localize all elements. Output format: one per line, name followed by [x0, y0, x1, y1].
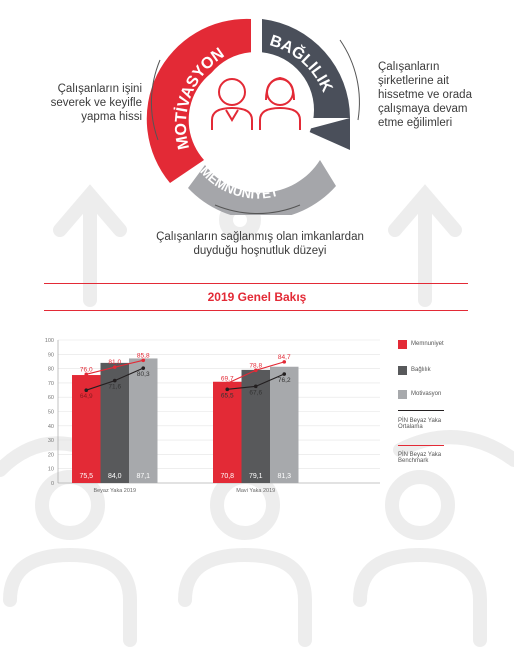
line-value-label: 78,8 — [249, 362, 262, 369]
line-point — [225, 381, 230, 386]
female-person-icon — [259, 76, 301, 130]
bar-0 — [72, 375, 101, 483]
legend-label-ortalama: PİN Beyaz Yaka Ortalama — [398, 418, 442, 430]
legend-label-benchmark: PİN Beyaz Yaka Benchmark — [398, 452, 442, 464]
legend-line-benchmark — [398, 445, 444, 446]
legend-swatch-baglilik — [398, 366, 407, 375]
line-point — [84, 372, 89, 377]
memnuniyet-segment — [188, 160, 336, 215]
motivasyon-segment — [146, 18, 251, 183]
category-label: Beyaz Yaka 2019 — [93, 488, 136, 494]
bar-value-label: 81,3 — [277, 473, 291, 480]
line-point — [282, 360, 287, 364]
line-point — [84, 388, 89, 392]
line-point — [112, 378, 117, 383]
section-title: 2019 Genel Bakış — [207, 290, 307, 304]
line-value-label: 84,7 — [278, 354, 291, 361]
line-value-label: 71,6 — [108, 384, 121, 391]
y-tick-label: 50 — [48, 410, 54, 416]
y-tick-label: 10 — [48, 467, 54, 473]
legend-label-motivasyon: Motivasyon — [411, 391, 442, 397]
line-value-label: 76,0 — [80, 366, 93, 373]
y-tick-label: 30 — [48, 438, 54, 444]
y-tick-label: 60 — [48, 395, 54, 401]
memnuniyet-description: Çalışanların sağlanmış olan imkanlardan … — [156, 231, 364, 257]
bar-0 — [213, 381, 242, 483]
legend-label-baglilik: Bağlılık — [411, 367, 431, 373]
category-label: Mavi Yaka 2019 — [236, 488, 275, 494]
line-point — [141, 366, 146, 370]
bar-value-label: 79,1 — [249, 473, 263, 480]
overview-bar-chart: 0 10 20 30 40 50 60 70 80 90 100 75,5 84,0 87,1 Beyaz … — [45, 338, 380, 494]
legend-line-ortalama — [398, 410, 444, 411]
legend-label-memnuniyet: Memnuniyet — [411, 341, 444, 347]
line-value-label: 69,7 — [221, 375, 234, 382]
y-tick-label: 20 — [48, 452, 54, 458]
male-person-icon — [211, 78, 253, 130]
line-value-label: 81,0 — [108, 359, 121, 366]
line-point — [253, 368, 258, 373]
baglilik-segment — [262, 19, 350, 118]
bar-value-label: 70,8 — [220, 473, 234, 480]
line-value-label: 67,6 — [249, 389, 262, 396]
bar-1 — [100, 362, 129, 483]
bar-value-label: 87,1 — [136, 473, 150, 480]
baglilik-description: Çalışanların şirketlerine ait hissetme v… — [378, 61, 472, 129]
line-value-label: 85,8 — [137, 352, 150, 359]
legend-swatch-motivasyon — [398, 390, 407, 399]
line-value-label: 80,3 — [137, 371, 150, 378]
bar-1 — [241, 369, 270, 483]
line-point — [253, 384, 258, 389]
line-point — [112, 365, 117, 369]
divider-top — [44, 283, 468, 284]
line-value-label: 76,2 — [278, 377, 291, 384]
y-tick-label: 0 — [51, 481, 54, 487]
y-tick-label: 40 — [48, 424, 54, 430]
y-tick-label: 100 — [45, 338, 54, 344]
line-point — [282, 372, 287, 376]
bar-value-label: 75,5 — [79, 473, 93, 480]
bar-2 — [270, 366, 299, 483]
line-point — [141, 358, 146, 363]
motivasyon-description: Çalışanların işini severek ve keyifle ya… — [50, 83, 142, 123]
divider-bottom — [44, 310, 468, 311]
engagement-ring-diagram: MOTİVASYON BAĞLILIK MEMNUNİYET — [146, 18, 360, 215]
bar-2 — [129, 358, 158, 483]
y-tick-label: 80 — [48, 367, 54, 373]
bar-value-label: 84,0 — [108, 473, 122, 480]
legend-swatch-memnuniyet — [398, 340, 407, 349]
y-tick-label: 90 — [48, 352, 54, 358]
line-point — [225, 387, 230, 392]
line-value-label: 64,9 — [80, 393, 93, 400]
line-value-label: 65,5 — [221, 392, 234, 399]
y-tick-label: 70 — [48, 381, 54, 387]
